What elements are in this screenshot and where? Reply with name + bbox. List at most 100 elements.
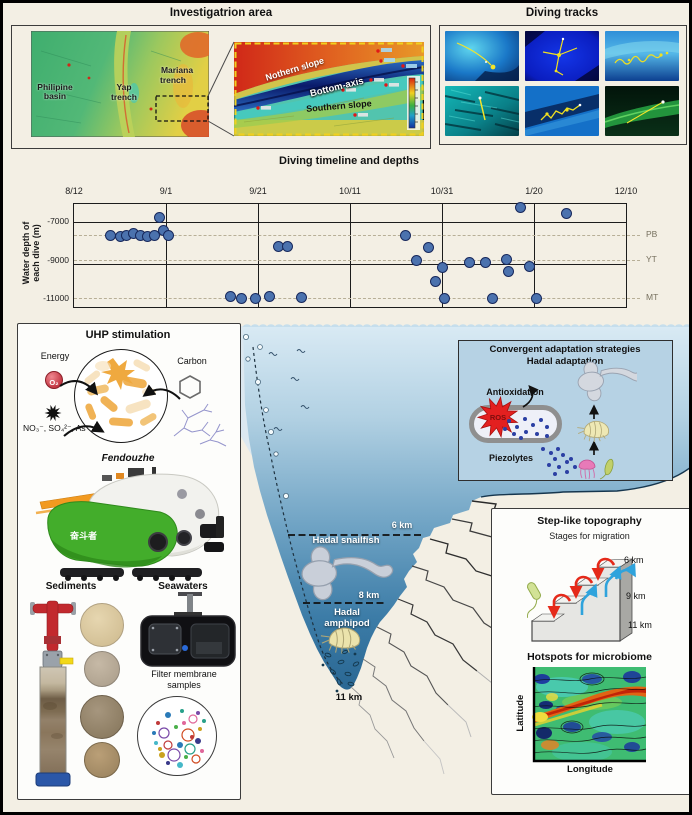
site-label-tags (261, 48, 417, 117)
investigation-panel: Investigatrion area Philipine basin Yap (11, 7, 431, 149)
color-scale-bar (407, 76, 420, 130)
investigation-box (11, 25, 431, 149)
descent-arrows-red (547, 557, 616, 619)
topography-subtitle: Stages for migration (549, 531, 630, 541)
filter-membrane-circle (137, 696, 217, 776)
label-seawaters: Seawaters (158, 581, 208, 592)
label-6km: 6 km (391, 520, 413, 530)
heatmap-xlabel: Longitude (567, 764, 613, 775)
adaptation-box: Convergent adaptation strategies Hadal a… (458, 340, 673, 481)
bacterium-icon (526, 582, 541, 618)
label-philippine-basin-2: basin (43, 91, 67, 101)
dive-depth-point (503, 265, 515, 277)
label-yap-trench: Yap (116, 82, 132, 92)
shallow-organisms-illustration (578, 458, 614, 480)
left-bathymetry-map (31, 31, 209, 137)
label-yap-trench-2: trench (111, 92, 137, 102)
descent-track-line (252, 346, 345, 686)
dive-track-thumbnail (525, 86, 599, 136)
y-tick-label: -11000 (43, 293, 69, 303)
x-tick-label: 9/21 (249, 186, 267, 196)
dive-depth-point (250, 292, 262, 304)
push-corer-illustration (30, 600, 76, 787)
hotspot-band (534, 686, 646, 723)
dive-track-thumbnail (445, 31, 519, 81)
y-tick-label: -7000 (47, 216, 69, 226)
dive-track-thumbnail (605, 86, 679, 136)
x-tick-label: 10/31 (430, 186, 454, 196)
trench-depth-refline-YT (74, 259, 640, 261)
oxygen-molecule-icon: O₂ (45, 371, 63, 389)
x-tick-label: 8/12 (65, 186, 83, 196)
dive-depth-point (422, 241, 434, 253)
x-tick-label: 1/20 (525, 186, 543, 196)
label-antioxidation: Antioxidation (486, 387, 544, 397)
dive-depth-point (236, 292, 248, 304)
diving-tracks-title: Diving tracks (525, 7, 599, 19)
label-mariana-trench: Mariana (160, 65, 194, 75)
bottom-section: 6 km Hadal snailfish 8 km Hadal amphipod… (3, 321, 689, 812)
dive-depth-point (296, 291, 308, 303)
diving-tracks-panel: Diving tracks (435, 7, 689, 147)
dive-depth-point (153, 211, 165, 223)
dive-track-thumbnail (605, 31, 679, 81)
label-hadal-amphipod: Hadal (334, 607, 360, 618)
depth-boundary-line (74, 222, 626, 223)
investigation-title: Investigatrion area (169, 7, 273, 19)
trench-depth-refline-MT (74, 298, 640, 300)
dive-depth-point (149, 229, 160, 241)
filter-particles (152, 709, 206, 768)
label-hadal-amphipod-2: amphipod (324, 618, 370, 629)
dive-depth-point (411, 255, 423, 266)
depth-boundary-line (74, 264, 626, 266)
sediment-core-top (80, 603, 124, 647)
x-gridline (534, 204, 535, 307)
submersible-illustration: 奋斗者 (35, 467, 224, 581)
antioxidation-arrow (522, 385, 539, 408)
adaptation-subtitle: Hadal adaptation (526, 356, 604, 367)
x-tick-label: 12/10 (614, 186, 638, 196)
ros-label: ROS (490, 413, 506, 422)
dive-depth-point (560, 207, 572, 219)
sampling-panel: UHP stimulation (17, 323, 241, 800)
label-filter-membrane: Filter membrane (151, 669, 217, 679)
seafloor-organism-marks (321, 649, 360, 693)
x-gridline (350, 204, 351, 307)
x-gridline (166, 204, 167, 307)
staircase-illustration (526, 557, 636, 642)
timeline-plot-area: 8/12 9/1 9/21 10/11 10/31 1/20 12/10 -7000 -9000… (43, 186, 658, 308)
seawater-sampler-illustration (140, 592, 236, 667)
refline-label-YT: YT (646, 253, 657, 264)
label-hadal-snailfish: Hadal snailfish (312, 535, 380, 546)
dive-depth-point (480, 256, 492, 268)
contour-lines (533, 672, 647, 754)
sediment-core-top (80, 695, 124, 739)
dive-track-thumbnail (525, 31, 599, 81)
label-energy: Energy (40, 351, 70, 361)
timeline-panel: Diving timeline and depths Water depth o… (11, 151, 687, 318)
heatmap-ylabel: Latitude (514, 694, 526, 732)
uhp-title: UHP stimulation (85, 329, 171, 341)
label-step-9km: 9 km (626, 591, 646, 601)
bubbles (242, 333, 289, 499)
label-mariana-trench-2: trench (160, 75, 186, 85)
x-gridline (442, 204, 443, 307)
timeline-title: Diving timeline and depths (279, 155, 419, 167)
adaptation-title: Convergent adaptation strategies (489, 344, 641, 355)
topography-title: Step-like topography (537, 515, 642, 527)
refline-label-MT: MT (646, 292, 659, 303)
label-philippine-basin: Philipine (37, 82, 73, 92)
dive-depth-point (282, 240, 294, 252)
dive-depth-point (429, 276, 441, 288)
dive-depth-point (530, 292, 542, 304)
label-step-11km: 11 km (628, 620, 652, 630)
zoom-region-rectangle (155, 95, 209, 122)
label-filter-membrane-2: samples (167, 680, 201, 690)
dive-site-markers (256, 49, 405, 117)
dive-depth-point (224, 290, 236, 302)
plankton-squiggles (268, 349, 310, 431)
carbon-hexagon-icon (179, 375, 201, 399)
label-nutrients: NO₃⁻, SO₄²⁻, As (23, 423, 86, 433)
dive-depth-point (264, 290, 275, 302)
